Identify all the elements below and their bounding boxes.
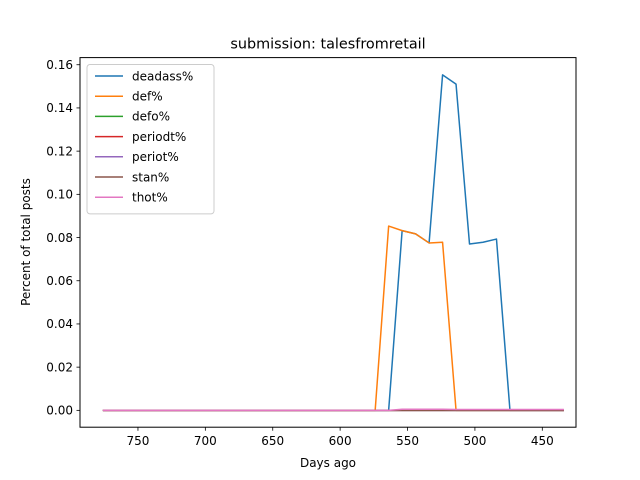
y-tick-label: 0.00: [46, 404, 73, 418]
y-axis-ticks: 0.00 0.02 0.04 0.06 0.08 0.10 0.12 0.14 0.16: [46, 58, 80, 418]
plot-lines: [102, 74, 564, 412]
x-tick-label: 650: [261, 434, 284, 448]
series-line-6: [102, 408, 564, 412]
y-tick-label: 0.12: [46, 144, 73, 158]
y-tick-label: 0.02: [46, 360, 73, 374]
x-tick-label: 750: [127, 434, 150, 448]
legend-label: thot%: [132, 191, 168, 205]
y-tick-label: 0.06: [46, 274, 73, 288]
x-tick-label: 600: [329, 434, 352, 448]
x-tick-label: 500: [463, 434, 486, 448]
x-tick-label: 450: [531, 434, 554, 448]
y-tick-label: 0.14: [46, 101, 73, 115]
y-tick-label: 0.16: [46, 58, 73, 72]
legend-label: stan%: [132, 170, 169, 184]
legend-label: defo%: [132, 110, 170, 124]
y-tick-label: 0.08: [46, 231, 73, 245]
y-tick-label: 0.04: [46, 317, 73, 331]
y-tick-label: 0.10: [46, 188, 73, 202]
legend-label: periodt%: [132, 130, 186, 144]
series-line-1: [102, 225, 564, 412]
legend: deadass% def% defo% periodt% periot% stan% tho…: [86, 64, 215, 215]
x-tick-label: 700: [194, 434, 217, 448]
legend-label: deadass%: [132, 69, 193, 83]
x-axis-label: Days ago: [300, 456, 356, 470]
legend-label: periot%: [132, 150, 179, 164]
chart-title: submission: talesfromretail: [230, 37, 425, 53]
x-tick-label: 550: [396, 434, 419, 448]
x-axis-ticks: 750 700 650 600 550 500 450: [127, 427, 554, 448]
y-axis-label: Percent of total posts: [19, 178, 33, 306]
plot-frame: [79, 57, 577, 428]
legend-label: def%: [132, 90, 163, 104]
